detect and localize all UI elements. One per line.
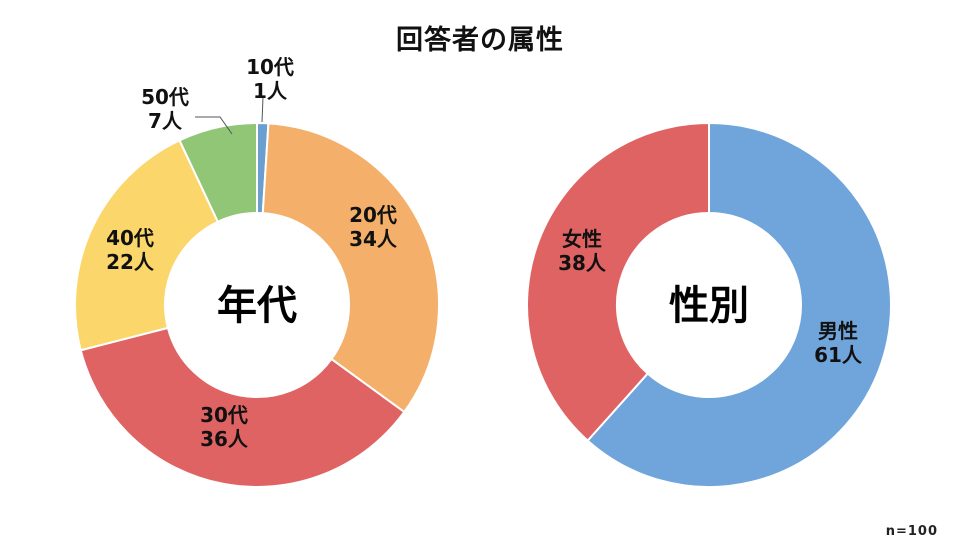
slice-1-1 (526, 121, 710, 443)
slice-label-0-3: 40代 22人 (106, 226, 155, 274)
slice-0-3 (74, 138, 220, 352)
leader-line-0-4 (195, 116, 233, 135)
slice-label-0-0: 10代 1人 (246, 55, 294, 103)
leader-line-0-0 (261, 96, 264, 123)
slice-label-1-1: 女性 38人 (558, 227, 607, 275)
slice-0-2 (79, 326, 406, 488)
slice-0-1 (261, 122, 440, 414)
slice-label-1-0: 男性 61人 (814, 319, 863, 367)
slice-1-0 (586, 121, 892, 488)
slice-label-0-1: 20代 34人 (349, 203, 398, 251)
donut-center-title-1: 性別 (669, 283, 749, 329)
slice-label-0-2: 30代 36人 (200, 403, 249, 451)
page-title: 回答者の属性 (396, 25, 564, 56)
slice-label-0-4: 50代 7人 (141, 85, 189, 133)
sample-size-note: n=100 (885, 524, 938, 539)
donut-center-title-0: 年代 (217, 283, 297, 329)
slice-0-4 (178, 121, 258, 224)
